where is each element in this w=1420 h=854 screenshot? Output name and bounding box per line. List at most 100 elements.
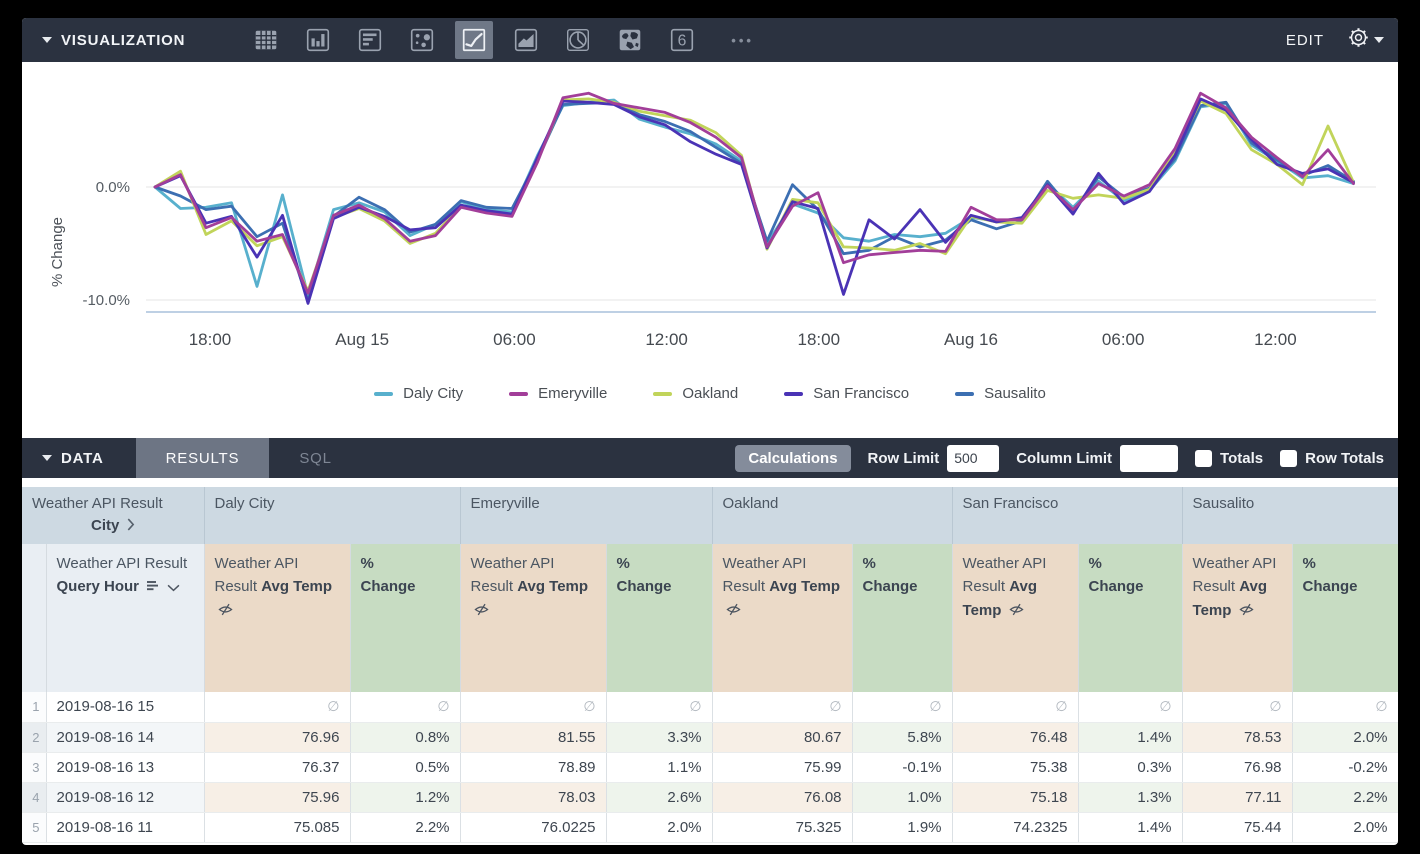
avg-temp-cell[interactable]: 75.38: [952, 752, 1079, 783]
area-chart-icon[interactable]: [507, 21, 545, 59]
pivot-value-header-san-francisco[interactable]: San Francisco: [952, 487, 1183, 544]
pct-change-cell[interactable]: 1.3%: [1078, 782, 1183, 813]
query-hour-cell[interactable]: 2019-08-16 13: [46, 752, 205, 783]
pct-change-cell[interactable]: 1.0%: [852, 782, 953, 813]
table-chart-icon[interactable]: [247, 21, 285, 59]
pct-change-cell[interactable]: 1.1%: [606, 752, 713, 783]
pct-change-cell[interactable]: 5.8%: [852, 722, 953, 753]
avg-temp-cell[interactable]: 75.085: [204, 812, 351, 843]
avg-temp-column-header[interactable]: Weather API Result Avg Temp: [952, 544, 1079, 692]
pct-change-cell[interactable]: -0.1%: [852, 752, 953, 783]
pct-change-cell[interactable]: 3.3%: [606, 722, 713, 753]
pivot-value-header-oakland[interactable]: Oakland: [712, 487, 953, 544]
avg-temp-cell[interactable]: 78.89: [460, 752, 607, 783]
pct-change-cell[interactable]: 1.9%: [852, 812, 953, 843]
avg-temp-column-header[interactable]: Weather API Result Avg Temp: [712, 544, 853, 692]
avg-temp-cell[interactable]: ∅: [204, 692, 351, 723]
avg-temp-cell[interactable]: ∅: [712, 692, 853, 723]
pivot-value-header-emeryville[interactable]: Emeryville: [460, 487, 713, 544]
viz-settings-button[interactable]: [1348, 27, 1384, 53]
totals-checkbox[interactable]: [1195, 449, 1213, 467]
eye-off-icon[interactable]: [1009, 600, 1024, 623]
pct-change-cell[interactable]: 2.2%: [1292, 782, 1398, 813]
avg-temp-cell[interactable]: 81.55: [460, 722, 607, 753]
avg-temp-cell[interactable]: 76.0225: [460, 812, 607, 843]
chevron-down-icon[interactable]: [167, 576, 180, 599]
eye-off-icon[interactable]: [217, 600, 233, 623]
pct-change-cell[interactable]: 1.4%: [1078, 812, 1183, 843]
query-hour-cell[interactable]: 2019-08-16 12: [46, 782, 205, 813]
legend-item-oakland[interactable]: Oakland: [653, 385, 738, 402]
pct-change-cell[interactable]: 1.4%: [1078, 722, 1183, 753]
avg-temp-column-header[interactable]: Weather API Result Avg Temp: [1182, 544, 1293, 692]
pct-change-cell[interactable]: 2.2%: [350, 812, 461, 843]
eye-off-icon[interactable]: [473, 600, 489, 623]
query-hour-header[interactable]: Weather API Result Query Hour: [46, 544, 205, 692]
pct-change-cell[interactable]: 2.0%: [606, 812, 713, 843]
pct-change-column-header[interactable]: % Change: [606, 544, 713, 692]
avg-temp-cell[interactable]: 76.37: [204, 752, 351, 783]
pct-change-cell[interactable]: ∅: [606, 692, 713, 723]
tab-sql[interactable]: SQL: [299, 449, 332, 467]
avg-temp-cell[interactable]: ∅: [952, 692, 1079, 723]
query-hour-cell[interactable]: 2019-08-16 11: [46, 812, 205, 843]
avg-temp-cell[interactable]: 75.99: [712, 752, 853, 783]
pct-change-column-header[interactable]: % Change: [1078, 544, 1183, 692]
pct-change-cell[interactable]: ∅: [1292, 692, 1398, 723]
series-line-oakland[interactable]: [153, 97, 1355, 293]
pct-change-column-header[interactable]: % Change: [852, 544, 953, 692]
column-limit-input[interactable]: [1120, 444, 1179, 472]
legend-item-emeryville[interactable]: Emeryville: [509, 385, 607, 402]
pct-change-cell[interactable]: -0.2%: [1292, 752, 1398, 783]
bar-chart-icon[interactable]: [351, 21, 389, 59]
scatter-chart-icon[interactable]: [403, 21, 441, 59]
data-section-toggle[interactable]: DATA: [32, 450, 114, 467]
avg-temp-cell[interactable]: ∅: [460, 692, 607, 723]
pct-change-cell[interactable]: 1.2%: [350, 782, 461, 813]
visualization-section-toggle[interactable]: VISUALIZATION: [32, 32, 195, 49]
pct-change-cell[interactable]: 0.3%: [1078, 752, 1183, 783]
avg-temp-cell[interactable]: 75.96: [204, 782, 351, 813]
tab-results[interactable]: RESULTS: [135, 438, 270, 478]
row-totals-checkbox[interactable]: [1280, 449, 1298, 467]
eye-off-icon[interactable]: [725, 600, 741, 623]
row-limit-input[interactable]: [947, 444, 1000, 472]
pivot-value-header-daly-city[interactable]: Daly City: [204, 487, 461, 544]
line-chart-icon[interactable]: [455, 21, 494, 59]
column-chart-icon[interactable]: [299, 21, 337, 59]
avg-temp-cell[interactable]: 75.18: [952, 782, 1079, 813]
avg-temp-cell[interactable]: 75.44: [1182, 812, 1293, 843]
legend-item-san-francisco[interactable]: San Francisco: [784, 385, 909, 402]
avg-temp-cell[interactable]: 76.98: [1182, 752, 1293, 783]
query-hour-cell[interactable]: 2019-08-16 14: [46, 722, 205, 753]
pivot-value-header-sausalito[interactable]: Sausalito: [1182, 487, 1398, 544]
series-line-emeryville[interactable]: [153, 91, 1355, 295]
sort-icon[interactable]: [146, 576, 160, 599]
eye-off-icon[interactable]: [1239, 600, 1254, 623]
avg-temp-cell[interactable]: 76.08: [712, 782, 853, 813]
avg-temp-cell[interactable]: 80.67: [712, 722, 853, 753]
avg-temp-cell[interactable]: 76.48: [952, 722, 1079, 753]
pct-change-column-header[interactable]: % Change: [1292, 544, 1398, 692]
line-chart[interactable]: 0.0% -10.0% % Change 18:00 Aug 15 06:00 12:00 1…: [22, 62, 1398, 374]
avg-temp-cell[interactable]: ∅: [1182, 692, 1293, 723]
more-viz-types-button[interactable]: •••: [731, 32, 754, 48]
legend-item-daly-city[interactable]: Daly City: [374, 385, 463, 402]
query-hour-cell[interactable]: 2019-08-16 15: [46, 692, 205, 723]
avg-temp-cell[interactable]: 74.2325: [952, 812, 1079, 843]
avg-temp-cell[interactable]: 77.11: [1182, 782, 1293, 813]
pct-change-cell[interactable]: ∅: [852, 692, 953, 723]
avg-temp-cell[interactable]: 78.03: [460, 782, 607, 813]
pct-change-cell[interactable]: 0.8%: [350, 722, 461, 753]
pct-change-column-header[interactable]: % Change: [350, 544, 461, 692]
avg-temp-column-header[interactable]: Weather API Result Avg Temp: [204, 544, 351, 692]
pct-change-cell[interactable]: 0.5%: [350, 752, 461, 783]
pct-change-cell[interactable]: 2.6%: [606, 782, 713, 813]
single-value-icon[interactable]: 6: [663, 21, 701, 59]
pivot-field-header[interactable]: Weather API Result City: [22, 487, 205, 544]
pct-change-cell[interactable]: ∅: [1078, 692, 1183, 723]
edit-button[interactable]: EDIT: [1285, 31, 1324, 49]
avg-temp-cell[interactable]: 76.96: [204, 722, 351, 753]
pct-change-cell[interactable]: 2.0%: [1292, 812, 1398, 843]
pct-change-cell[interactable]: ∅: [350, 692, 461, 723]
